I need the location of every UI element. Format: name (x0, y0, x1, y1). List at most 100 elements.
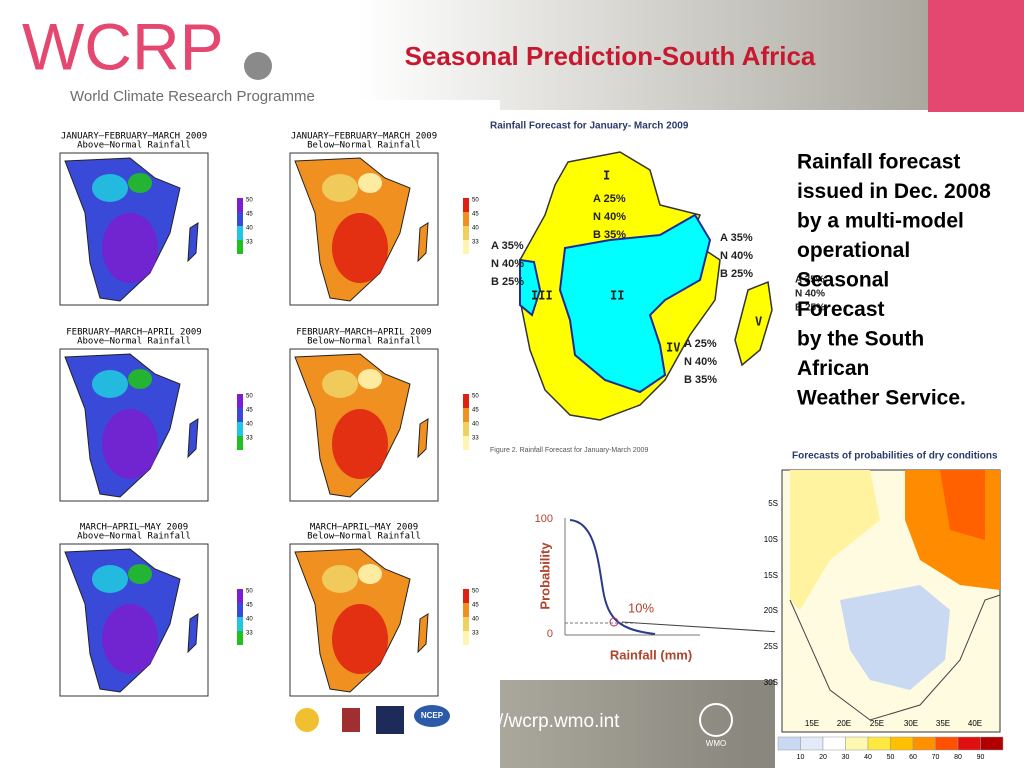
scale-swatch (800, 736, 824, 751)
scale-swatch (912, 736, 936, 751)
map-title: MARCH–APRIL–MAY 2009 (310, 523, 418, 533)
map-patch (332, 604, 388, 674)
map-title: JANUARY–FEBRUARY–MARCH 2009 (61, 132, 207, 142)
scale-swatch (237, 631, 243, 645)
map-patch (358, 369, 382, 389)
map-title: FEBRUARY–MARCH–APRIL 2009 (296, 328, 431, 338)
scale-swatch (237, 617, 243, 631)
map-title: MARCH–APRIL–MAY 2009 (80, 523, 188, 533)
y-top: 100 (535, 513, 553, 525)
scale-label: 90 (977, 754, 985, 761)
scale-label: 40 (246, 422, 253, 428)
forecast-title: Rainfall Forecast for January- March 200… (490, 121, 689, 132)
scale-swatch (237, 394, 243, 408)
region-odds: A 35% (491, 240, 524, 252)
partner-logo (295, 708, 319, 732)
map-patch (332, 409, 388, 479)
scale-swatch (463, 198, 469, 212)
scale-label: 50 (246, 394, 253, 400)
region-odds: B 25% (491, 276, 524, 288)
scale-swatch (463, 589, 469, 603)
logo: WCRP (22, 9, 224, 83)
region-shape (519, 258, 542, 317)
coastline (789, 594, 1001, 721)
scale-label: 33 (472, 240, 479, 246)
scale-label: 33 (472, 436, 479, 442)
scale-swatch (237, 589, 243, 603)
map-title: FEBRUARY–MARCH–APRIL 2009 (66, 328, 201, 338)
description-line: Weather Service. (797, 387, 966, 410)
island (187, 418, 199, 459)
island (417, 418, 429, 459)
map-patch (358, 564, 382, 584)
footer-band (500, 680, 750, 768)
map-patch (92, 370, 128, 398)
region-odds: B 35% (593, 229, 626, 241)
region-odds: A 25% (593, 193, 626, 205)
region-shape (558, 213, 712, 394)
scale-swatch (463, 603, 469, 617)
dry-labels: 5S 10S 15S 20S 25S 30S 15E 20E 25E 30E 35E 40E 10 20 3… (764, 499, 1004, 761)
scale-swatch (463, 394, 469, 408)
scale-swatch (463, 408, 469, 422)
lat-label: 15S (764, 571, 778, 580)
description: Rainfall forecast issued in Dec. 2008 by a… (797, 151, 991, 410)
scale-label: 50 (472, 198, 479, 204)
scale-swatch (463, 436, 469, 450)
description-line: operational (797, 239, 910, 262)
description-line: African (797, 357, 869, 380)
lat-label: 25S (764, 642, 778, 651)
scale-label: 80 (954, 754, 962, 761)
scale-label: 40 (472, 422, 479, 428)
partner-logo (342, 708, 360, 732)
region-odds: N 40% (720, 250, 753, 262)
region-odds: A 35% (795, 275, 825, 286)
region-label: IV (666, 341, 680, 355)
scale-swatch (237, 408, 243, 422)
scale-swatch (463, 422, 469, 436)
map-title: JANUARY–FEBRUARY–MARCH 2009 (291, 132, 437, 142)
scale-label: 33 (472, 631, 479, 637)
region-odds: B 25% (795, 303, 825, 314)
scale-swatch (463, 240, 469, 254)
scale-swatch (237, 603, 243, 617)
map-subtitle: Below–Normal Rainfall (307, 532, 421, 542)
probability-curve (569, 519, 656, 635)
dry-area (790, 470, 880, 610)
region-odds: N 40% (491, 258, 524, 270)
region-odds: N 40% (795, 289, 825, 300)
scale-swatch (463, 212, 469, 226)
scale-swatch (463, 631, 469, 645)
lon-label: 25E (870, 719, 884, 728)
partner-logo (376, 706, 404, 734)
programme: World Climate Research Programme (70, 88, 315, 105)
marker-label: 10% (628, 600, 654, 615)
scale-label: 45 (246, 408, 253, 414)
scale-swatch (867, 736, 891, 751)
map-patch (322, 174, 358, 202)
region-label: II (610, 289, 624, 303)
scale-swatch (463, 226, 469, 240)
island (187, 613, 199, 654)
forecast-caption: Figure 2. Rainfall Forecast for January-… (490, 447, 648, 454)
lat-label: 10S (764, 535, 778, 544)
scale-label: 40 (864, 754, 872, 761)
map-patch (102, 409, 158, 479)
map-patch (128, 173, 152, 193)
scale-label: 40 (472, 617, 479, 623)
lon-label: 15E (805, 719, 819, 728)
description-line: Rainfall forecast (797, 151, 960, 174)
lat-label: 5S (768, 499, 778, 508)
scale-label: 45 (472, 408, 479, 414)
scale-swatch (980, 736, 1004, 751)
map-patch (322, 370, 358, 398)
map-patch (102, 213, 158, 283)
scale-swatch (237, 212, 243, 226)
region-odds: B 35% (684, 374, 717, 386)
region-odds: A 25% (684, 338, 717, 350)
x-label: Rainfall (mm) (610, 647, 692, 662)
scale-label: 60 (909, 754, 917, 761)
scale-label: 33 (246, 240, 253, 246)
map-patch (92, 565, 128, 593)
dry-title: Forecasts of probabilities of dry condit… (792, 451, 998, 462)
